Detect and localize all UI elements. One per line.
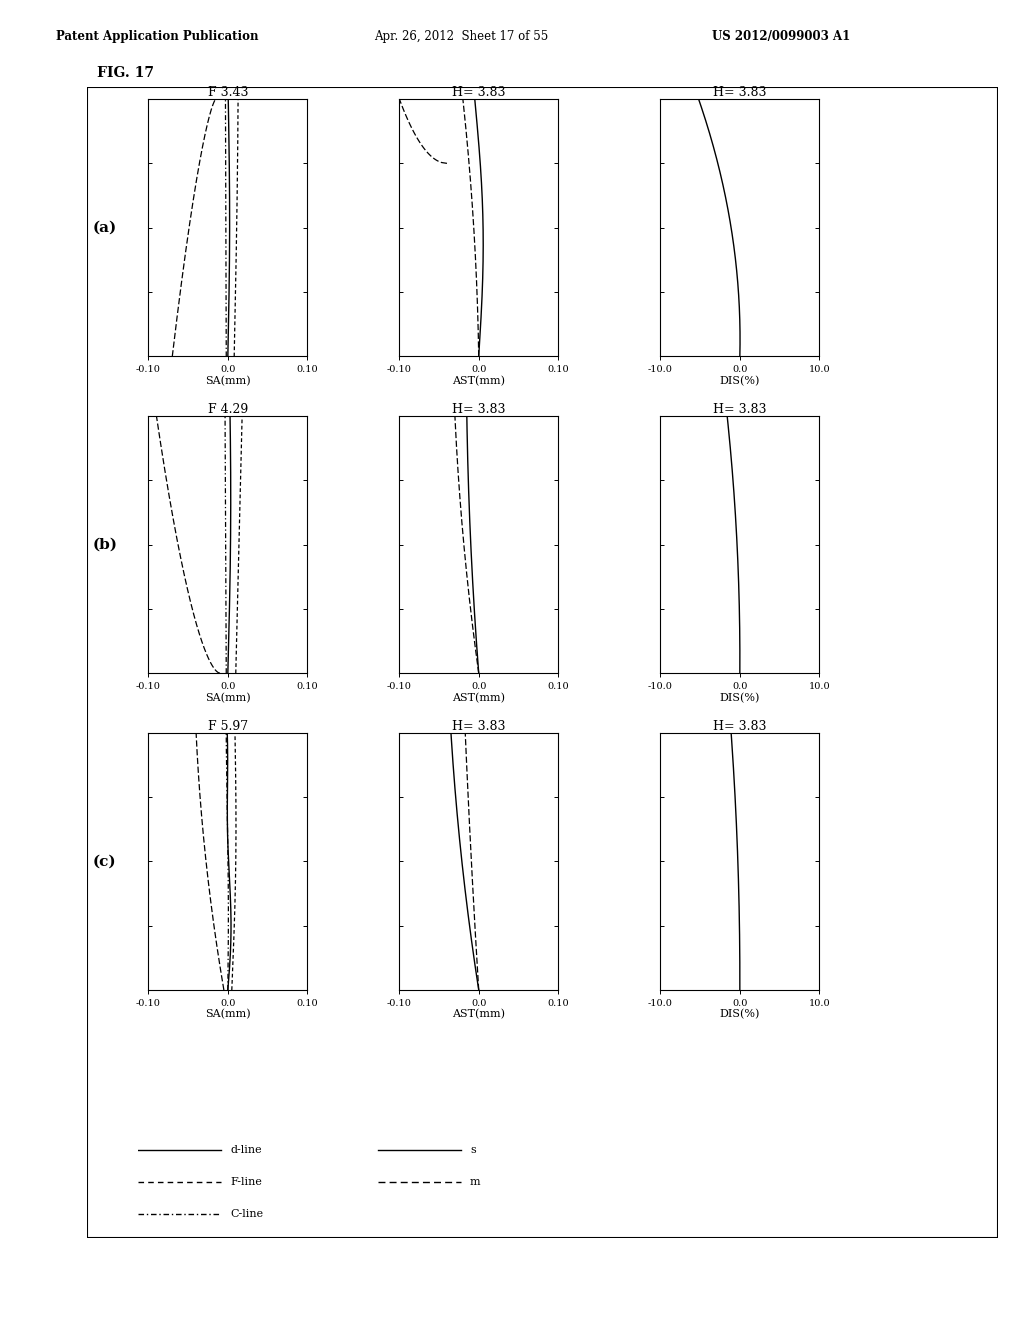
X-axis label: DIS(%): DIS(%)	[720, 376, 760, 387]
Text: (c): (c)	[92, 854, 116, 869]
Text: Apr. 26, 2012  Sheet 17 of 55: Apr. 26, 2012 Sheet 17 of 55	[374, 30, 548, 44]
Text: FIG. 17: FIG. 17	[97, 66, 155, 81]
Text: s: s	[470, 1146, 476, 1155]
Title: H= 3.83: H= 3.83	[452, 719, 506, 733]
X-axis label: SA(mm): SA(mm)	[205, 693, 251, 704]
X-axis label: SA(mm): SA(mm)	[205, 1010, 251, 1020]
Title: H= 3.83: H= 3.83	[713, 403, 767, 416]
Title: H= 3.83: H= 3.83	[713, 86, 767, 99]
X-axis label: DIS(%): DIS(%)	[720, 1010, 760, 1020]
X-axis label: AST(mm): AST(mm)	[453, 376, 505, 387]
Text: Patent Application Publication: Patent Application Publication	[56, 30, 259, 44]
Text: d-line: d-line	[230, 1146, 262, 1155]
Text: (b): (b)	[92, 537, 117, 552]
X-axis label: SA(mm): SA(mm)	[205, 376, 251, 387]
Title: F 4.29: F 4.29	[208, 403, 248, 416]
X-axis label: AST(mm): AST(mm)	[453, 693, 505, 704]
Title: H= 3.83: H= 3.83	[713, 719, 767, 733]
Text: US 2012/0099003 A1: US 2012/0099003 A1	[712, 30, 850, 44]
Title: F 3.43: F 3.43	[208, 86, 248, 99]
X-axis label: AST(mm): AST(mm)	[453, 1010, 505, 1020]
Title: H= 3.83: H= 3.83	[452, 403, 506, 416]
Text: C-line: C-line	[230, 1209, 263, 1218]
Text: F-line: F-line	[230, 1177, 262, 1187]
Text: m: m	[470, 1177, 480, 1187]
X-axis label: DIS(%): DIS(%)	[720, 693, 760, 704]
Text: (a): (a)	[92, 220, 117, 235]
Title: F 5.97: F 5.97	[208, 719, 248, 733]
Title: H= 3.83: H= 3.83	[452, 86, 506, 99]
